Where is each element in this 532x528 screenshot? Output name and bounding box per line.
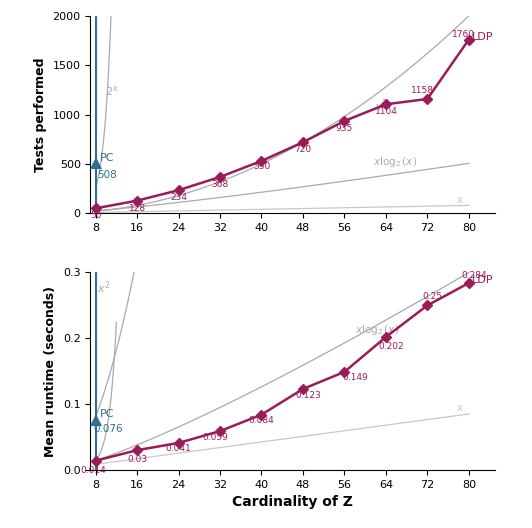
Text: PC: PC — [100, 409, 114, 419]
Text: 50: 50 — [90, 211, 102, 220]
Text: 530: 530 — [253, 162, 270, 171]
Text: x: x — [457, 195, 464, 205]
Text: 368: 368 — [211, 180, 229, 189]
Text: 128: 128 — [129, 203, 146, 212]
Text: 1104: 1104 — [375, 107, 397, 116]
Text: 0.076: 0.076 — [93, 424, 123, 433]
Text: 0.25: 0.25 — [422, 292, 443, 301]
Text: 0.014: 0.014 — [80, 466, 106, 475]
Text: LDP: LDP — [471, 32, 493, 42]
Text: x: x — [457, 403, 464, 413]
Y-axis label: Mean runtime (seconds): Mean runtime (seconds) — [44, 286, 57, 457]
Text: $x\log_2(x)$: $x\log_2(x)$ — [355, 323, 399, 336]
Text: PC: PC — [100, 153, 114, 163]
Y-axis label: Tests performed: Tests performed — [34, 58, 47, 172]
Text: 0.123: 0.123 — [295, 391, 321, 400]
Text: 0.059: 0.059 — [202, 432, 228, 441]
Text: 720: 720 — [294, 145, 312, 154]
Text: 935: 935 — [336, 124, 353, 133]
Text: $x\log_2(x)$: $x\log_2(x)$ — [373, 155, 417, 169]
Text: LDP: LDP — [471, 275, 493, 285]
Text: 0.03: 0.03 — [127, 455, 147, 464]
Text: 0.149: 0.149 — [342, 373, 368, 382]
Text: 508: 508 — [97, 170, 117, 180]
Text: 0.284: 0.284 — [461, 271, 487, 280]
Text: 0.084: 0.084 — [248, 416, 275, 425]
Text: $x^2$: $x^2$ — [374, 97, 387, 114]
Text: 0.041: 0.041 — [165, 445, 192, 454]
Text: 0.202: 0.202 — [378, 342, 404, 351]
Text: 1760: 1760 — [452, 30, 475, 39]
Text: $2^x$: $2^x$ — [105, 83, 119, 98]
X-axis label: Cardinality of Z: Cardinality of Z — [232, 495, 353, 509]
Text: 234: 234 — [170, 193, 187, 202]
Text: 1158: 1158 — [411, 86, 434, 95]
Text: $x^2$: $x^2$ — [97, 279, 110, 296]
